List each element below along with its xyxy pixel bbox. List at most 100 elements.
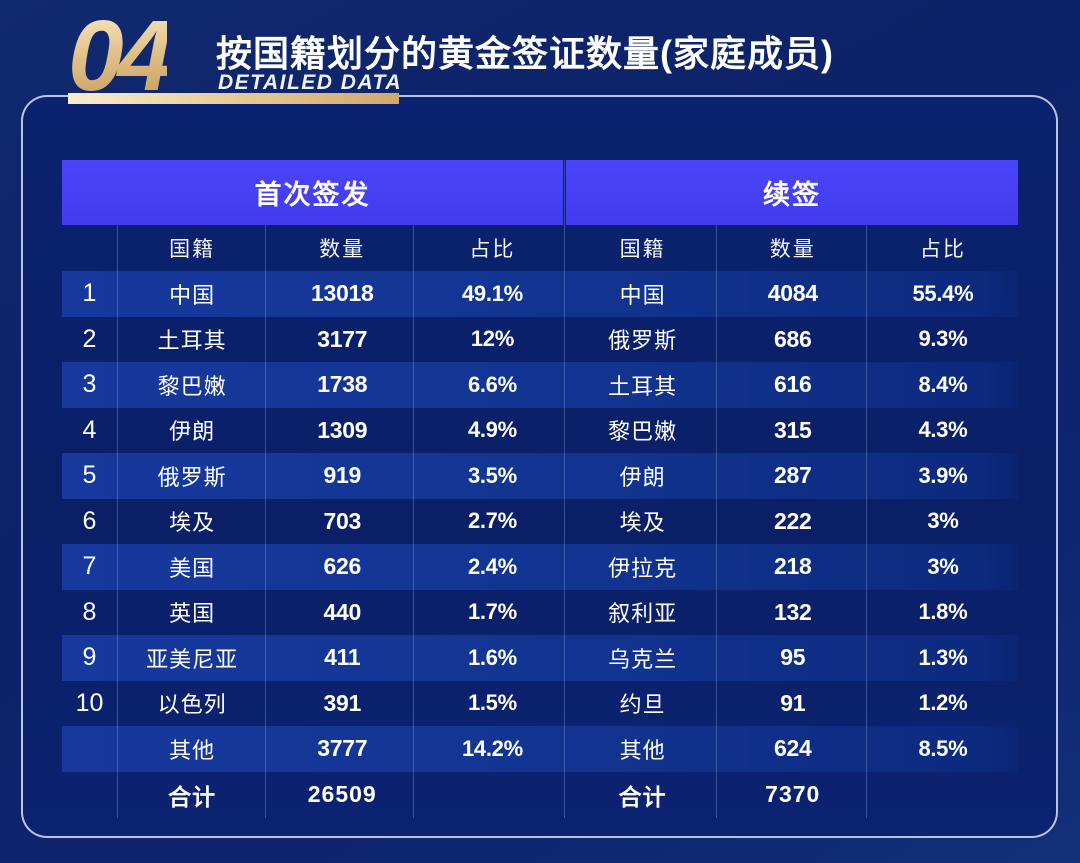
cell-share-first: 1.5% [467,690,517,716]
cell-count-renewal: 624 [774,735,812,762]
gold-underline-bar [68,93,399,104]
table-row: 6 埃及 703 2.7% 埃及 222 3% [62,499,1018,545]
row-rank: 3 [82,370,97,399]
table-body: 1 中国 13018 49.1% 中国 4084 55.4% 2 土耳其 317… [62,271,1018,818]
cell-count-first: 1309 [317,416,368,443]
table-row: 5 俄罗斯 919 3.5% 伊朗 287 3.9% [62,453,1018,499]
cell-share-first: 12% [470,326,514,352]
cell-count-renewal: 91 [780,689,806,716]
divider-count-share-first [413,225,414,818]
cell-share-renewal: 9.3% [918,326,968,352]
table-group-header: 首次签发 续签 [62,160,1018,225]
column-header-share-renewal: 占比 [919,238,966,261]
cell-count-first: 391 [323,689,362,716]
cell-country-first: 亚美尼亚 [146,646,239,672]
cell-country-renewal: 叙利亚 [608,601,678,627]
cell-country-first: 英国 [169,601,216,627]
cell-share-renewal: 1.8% [918,599,968,625]
cell-share-first: 14.2% [461,735,523,761]
cell-share-renewal: 8.4% [918,371,968,397]
cell-country-first: 埃及 [169,510,216,536]
cell-count-first: 3177 [317,325,368,352]
cell-count-renewal: 315 [774,416,812,443]
cell-country-renewal: 黎巴嫩 [608,419,678,445]
cell-count-renewal: 218 [774,553,812,580]
cell-country-first: 中国 [169,282,216,308]
column-header-count-renewal: 数量 [769,238,816,261]
cell-count-first: 26509 [307,781,377,808]
table-row: 3 黎巴嫩 1738 6.6% 土耳其 616 8.4% [62,362,1018,408]
cell-share-first: 6.6% [467,371,517,397]
table-row: 1 中国 13018 49.1% 中国 4084 55.4% [62,271,1018,317]
divider-section-middle [564,160,565,818]
table-row: 其他 3777 14.2% 其他 624 8.5% [62,726,1018,772]
table-row: 8 英国 440 1.7% 叙利亚 132 1.8% [62,590,1018,636]
row-rank: 5 [82,461,97,490]
cell-count-renewal: 132 [774,598,812,625]
cell-count-renewal: 95 [780,644,806,671]
cell-share-renewal: 3.9% [918,462,968,488]
cell-country-first: 伊朗 [169,419,216,445]
cell-count-renewal: 7370 [765,781,821,808]
divider-rank-country [117,225,118,818]
row-rank: 4 [82,415,97,444]
page-title: 按国籍划分的黄金签证数量(家庭成员) [216,33,834,74]
row-rank: 8 [82,597,97,626]
cell-count-first: 626 [323,553,362,580]
column-header-country-first: 国籍 [169,238,216,261]
cell-share-renewal: 1.2% [918,690,968,716]
cell-country-renewal: 土耳其 [608,373,678,399]
cell-count-renewal: 222 [774,507,812,534]
table-row: 2 土耳其 3177 12% 俄罗斯 686 9.3% [62,317,1018,363]
group-header-renewal: 续签 [566,160,1018,225]
cell-country-first: 其他 [169,737,216,763]
cell-share-first: 4.9% [467,417,517,443]
table-row: 7 美国 626 2.4% 伊拉克 218 3% [62,544,1018,590]
cell-count-first: 3777 [317,735,368,762]
divider-country-count-renewal [716,225,717,818]
table-column-header-row: 国籍 数量 占比 国籍 数量 占比 [62,225,1018,271]
row-rank: 7 [82,552,97,581]
page-subtitle: DETAILED DATA [218,71,402,94]
cell-count-renewal: 616 [774,371,812,398]
cell-count-first: 13018 [311,280,374,307]
cell-country-renewal: 埃及 [619,510,666,536]
cell-count-first: 703 [323,507,362,534]
divider-country-count-first [265,225,266,818]
golden-visa-table: 首次签发 续签 国籍 数量 占比 国籍 数量 占比 1 中国 13018 49.… [62,160,1018,818]
column-header-share-first: 占比 [469,238,516,261]
divider-count-share-renewal [866,225,867,818]
cell-share-renewal: 8.5% [918,735,968,761]
cell-country-renewal: 中国 [619,282,666,308]
cell-share-first: 1.7% [467,599,517,625]
cell-country-renewal: 伊朗 [619,464,666,490]
table-row: 4 伊朗 1309 4.9% 黎巴嫩 315 4.3% [62,408,1018,454]
cell-count-renewal: 287 [774,462,812,489]
cell-count-renewal: 4084 [767,280,818,307]
cell-share-renewal: 3% [927,553,959,579]
cell-share-first: 2.4% [467,553,517,579]
cell-country-first: 美国 [169,555,216,581]
section-number: 04 [68,0,173,112]
cell-share-renewal: 1.3% [918,644,968,670]
cell-share-first: 3.5% [467,462,517,488]
cell-share-renewal: 4.3% [918,417,968,443]
cell-count-renewal: 686 [774,325,812,352]
group-header-first-issuance: 首次签发 [62,160,563,225]
cell-share-first: 2.7% [467,508,517,534]
cell-country-first: 土耳其 [157,328,227,354]
cell-share-renewal: 55.4% [912,280,974,306]
cell-share-renewal: 3% [927,508,959,534]
table-row: 10 以色列 391 1.5% 约旦 91 1.2% [62,681,1018,727]
cell-count-first: 411 [324,644,361,671]
cell-country-renewal: 俄罗斯 [608,328,678,354]
table-row: 9 亚美尼亚 411 1.6% 乌克兰 95 1.3% [62,635,1018,681]
row-rank: 9 [82,643,97,672]
cell-country-renewal: 其他 [619,737,666,763]
column-header-country-renewal: 国籍 [619,238,666,261]
cell-country-first: 合计 [168,783,217,810]
cell-count-first: 1738 [317,371,368,398]
row-rank: 6 [82,506,97,535]
cell-country-renewal: 乌克兰 [608,646,678,672]
